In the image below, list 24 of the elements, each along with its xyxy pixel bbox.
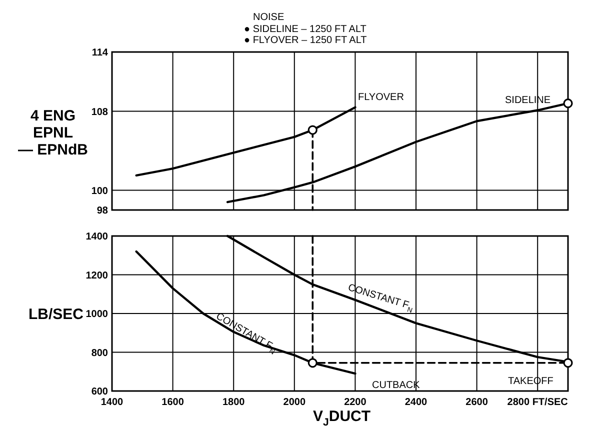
text: ● SIDELINE – 1250 FT ALT <box>244 24 366 35</box>
text: ● FLYOVER – 1250 FT ALT <box>244 35 367 46</box>
x-tick-label: 1600 <box>162 397 184 408</box>
y-tick-label: 1200 <box>86 270 108 282</box>
annotation: FLYOVER <box>358 92 404 103</box>
chart-title: NOISE <box>253 12 284 23</box>
y-tick-label: 800 <box>91 348 108 359</box>
x-tick-label: 2000 <box>283 397 306 408</box>
x-tick-label: 2800 FT/SEC <box>507 397 568 408</box>
y-tick-label: 98 <box>96 206 108 216</box>
y-tick-label: 600 <box>91 386 108 398</box>
y-tick-label: 114 <box>92 48 108 58</box>
y-tick-label: 1000 <box>86 309 108 320</box>
y-tick-label: 100 <box>91 186 108 197</box>
x-tick-label: 1400 <box>100 397 124 408</box>
x-axis-title: V$_{J}$DUCT <box>313 408 371 428</box>
x-tick-label: 2200 <box>344 397 367 408</box>
y-tick-label: 1400 <box>86 232 108 242</box>
y-axis-title: LB/SEC <box>28 306 84 323</box>
x-tick-label: 1800 <box>222 397 246 408</box>
x-tick-label: 2400 <box>404 397 428 408</box>
x-tick-label: 2600 <box>466 397 488 408</box>
y-axis-title: 4 ENG EPNL — EPNdB <box>18 107 88 158</box>
y-tick-label: 108 <box>91 106 108 118</box>
